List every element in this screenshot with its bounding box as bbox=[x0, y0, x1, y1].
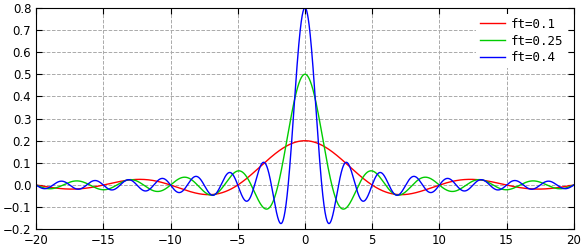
ft=0.4 bbox=[277, 222, 284, 225]
ft=0.25 bbox=[263, 208, 270, 210]
ft=0.1 bbox=[33, 184, 40, 186]
ft=0.4 bbox=[351, 180, 358, 183]
ft=0.25 bbox=[301, 73, 308, 76]
ft=0.4 bbox=[571, 184, 578, 186]
ft=0.25 bbox=[33, 184, 40, 186]
ft=0.25 bbox=[351, 193, 358, 196]
ft=0.1 bbox=[374, 187, 381, 190]
ft=0.1 bbox=[301, 139, 308, 142]
Line: ft=0.4: ft=0.4 bbox=[36, 8, 574, 224]
ft=0.25 bbox=[227, 175, 234, 178]
ft=0.4 bbox=[460, 190, 467, 192]
ft=0.1 bbox=[351, 170, 358, 172]
Line: ft=0.1: ft=0.1 bbox=[36, 141, 574, 195]
Line: ft=0.25: ft=0.25 bbox=[36, 74, 574, 209]
ft=0.4 bbox=[374, 172, 381, 175]
ft=0.25 bbox=[60, 184, 67, 186]
ft=0.25 bbox=[460, 186, 467, 188]
ft=0.4 bbox=[432, 189, 439, 192]
ft=0.25 bbox=[571, 184, 578, 186]
ft=0.25 bbox=[374, 173, 381, 176]
ft=0.1 bbox=[432, 185, 439, 188]
ft=0.25 bbox=[432, 180, 439, 183]
ft=0.4 bbox=[33, 184, 40, 186]
Legend: ft=0.1, ft=0.25, ft=0.4: ft=0.1, ft=0.25, ft=0.4 bbox=[477, 14, 568, 68]
ft=0.1 bbox=[571, 184, 578, 186]
ft=0.1 bbox=[460, 178, 467, 181]
ft=0.4 bbox=[60, 180, 67, 183]
ft=0.4 bbox=[301, 6, 308, 9]
ft=0.4 bbox=[227, 171, 234, 174]
ft=0.1 bbox=[60, 187, 67, 190]
ft=0.1 bbox=[227, 188, 234, 190]
ft=0.1 bbox=[206, 193, 213, 196]
